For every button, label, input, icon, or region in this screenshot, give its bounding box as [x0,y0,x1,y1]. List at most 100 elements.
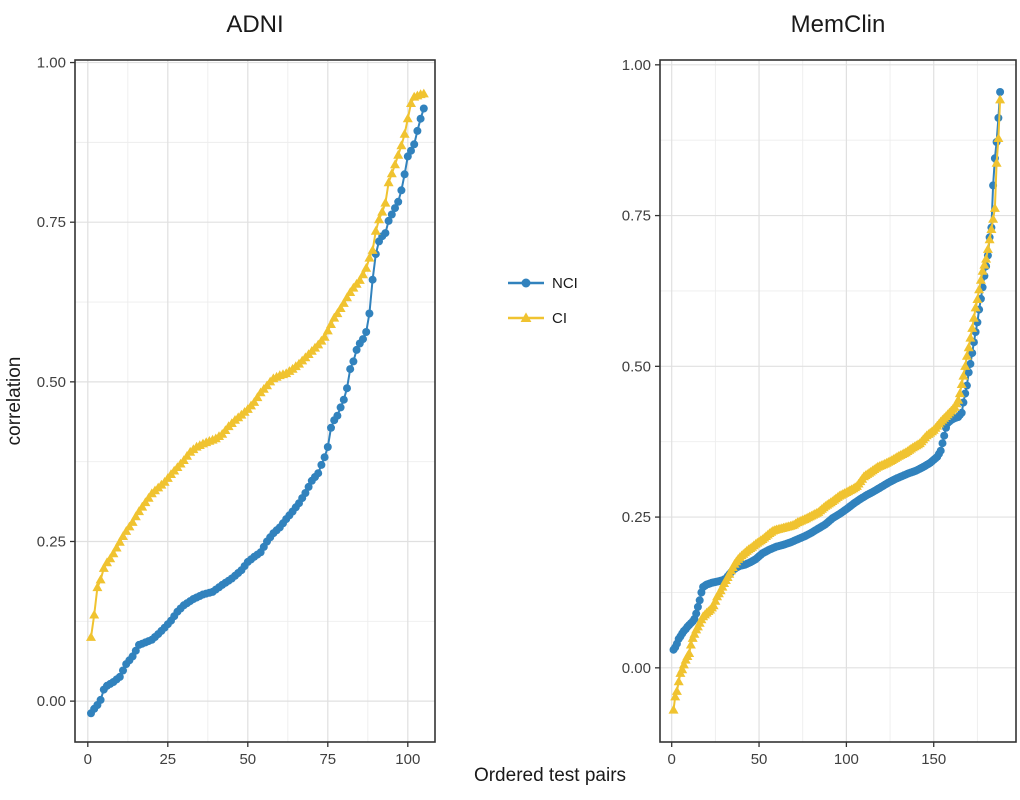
circle-marker [336,403,345,412]
circle-marker [938,439,947,448]
triangle-marker [989,203,1000,212]
triangle-marker [406,98,416,107]
triangle-marker [335,303,346,312]
triangle-marker [252,392,263,402]
x-tick-label: 0 [668,751,676,768]
circle-marker [693,602,702,611]
circle-marker [964,368,973,377]
triangle-marker [121,526,132,535]
circle-marker [352,345,361,354]
triangle-marker [668,704,679,714]
y-tick-label: 0.50 [622,358,651,375]
triangle-marker [329,312,340,322]
triangle-marker [322,325,333,335]
circle-marker [692,609,701,618]
series-markers-nci [669,88,1005,654]
triangle-marker [979,259,990,269]
circle-marker [397,186,406,195]
triangle-marker [332,308,343,318]
triangle-marker [970,302,981,312]
triangle-marker [338,298,349,307]
series-line-nci [672,91,1002,651]
triangle-marker [143,492,154,502]
circle-marker [391,204,399,213]
triangle-marker [963,342,974,352]
triangle-marker [118,531,128,540]
triangle-marker [967,323,978,332]
series-markers-ci [668,94,1006,714]
gridlines [75,60,435,742]
triangle-marker [111,542,122,552]
triangle-marker [399,128,410,138]
legend-label-ci: CI [552,310,567,327]
circle-marker [381,229,390,238]
y-tick-label: 1.00 [37,55,66,72]
triangle-marker [673,676,684,686]
circle-marker [323,443,332,451]
triangle-marker [995,94,1006,104]
panel-border [74,59,436,743]
triangle-marker [377,206,388,216]
circle-marker [400,170,409,179]
triangle-marker [342,292,352,302]
triangle-marker [961,350,972,360]
x-tick-label: 25 [159,751,176,768]
y-tick-label: 0.75 [37,214,66,231]
circle-marker [115,672,124,681]
legend: NCI CI [508,275,578,327]
triangle-marker [975,274,986,284]
circle-marker [333,411,342,420]
circle-marker [339,395,348,404]
circle-marker [343,384,351,393]
legend-item-nci: NCI [508,275,578,292]
axes: 0 50 100 150 0.00 0.25 0.50 0.75 1.00 [622,57,946,768]
triangle-marker [86,632,96,641]
triangle-marker [710,596,721,605]
panel-border [659,59,1017,743]
gridlines [660,60,1016,742]
circle-marker [368,275,377,284]
series-line-ci [672,99,1002,711]
circle-marker [996,88,1005,96]
panel-title-adni: ADNI [226,11,283,38]
circle-marker [314,469,323,478]
y-tick-label: 0.25 [37,533,66,550]
triangle-marker [991,157,1002,167]
triangle-marker [958,370,969,380]
y-tick-label: 0.00 [622,660,651,677]
triangle-marker [370,225,381,235]
triangle-marker [418,88,429,98]
y-axis-title: correlation [4,357,25,446]
triangle-marker [986,224,997,233]
circle-marker [957,408,966,417]
triangle-marker [954,388,965,398]
y-tick-label: 1.00 [622,57,651,74]
y-tick-label: 0.25 [622,509,651,526]
legend-circle-marker-nci [521,278,531,288]
series-line-nci [90,108,425,714]
series-nci [87,104,428,718]
triangle-marker [140,497,151,507]
triangle-marker [364,252,375,262]
triangle-marker [390,159,400,169]
legend-triangle-marker-ci [520,312,532,322]
circle-marker [695,596,704,605]
triangle-marker [380,197,391,207]
circle-marker [327,423,335,432]
triangle-marker [988,214,999,223]
circle-marker [317,460,326,469]
series-markers-nci [87,104,428,718]
circle-marker [394,197,403,206]
circle-marker [419,104,428,113]
y-tick-label: 0.00 [37,693,66,710]
triangle-marker [993,133,1004,142]
circle-marker [940,431,949,440]
triangle-marker [974,284,985,294]
triangle-marker [92,582,103,592]
triangle-marker [358,269,368,279]
circle-marker [359,335,367,344]
triangle-marker [953,394,964,404]
triangle-marker [98,563,109,572]
triangle-marker [124,521,135,531]
triangle-marker [130,511,141,521]
